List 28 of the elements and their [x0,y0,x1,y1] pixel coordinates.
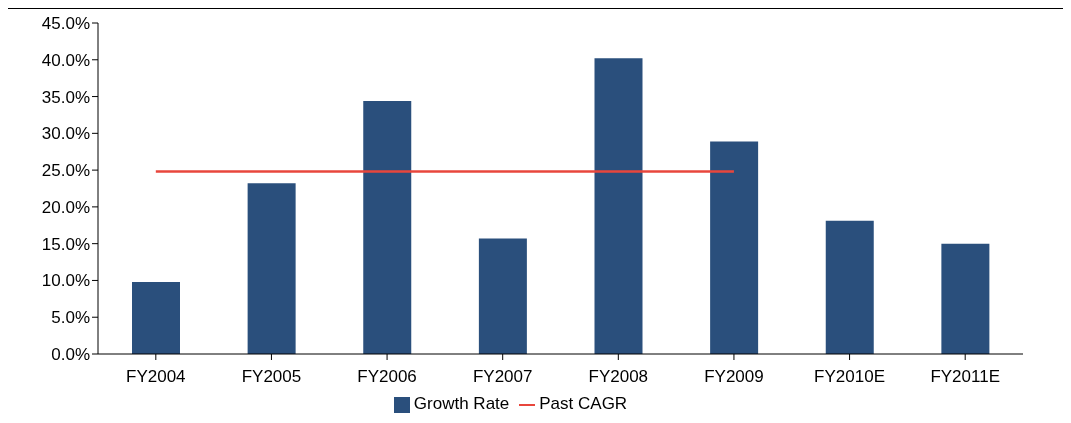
bar [363,100,412,354]
bar [941,243,990,354]
x-tick-label: FY2005 [241,367,302,387]
legend-label: Past CAGR [539,394,628,413]
bar [825,220,874,354]
y-tick-label: 45.0% [41,14,90,34]
x-tick-label: FY2008 [588,367,649,387]
y-tick-label: 40.0% [41,50,90,70]
bar [594,58,643,354]
x-tick-label: FY2004 [126,367,186,387]
y-tick-label: 20.0% [41,197,90,217]
x-tick-label: FY2006 [357,367,417,387]
y-tick-label: 15.0% [41,234,90,254]
x-tick-label: FY2007 [472,367,533,387]
x-tick-label: FY2009 [704,367,764,387]
bar [132,281,180,354]
legend-label: Growth Rate [413,394,510,413]
bar [247,183,296,354]
y-tick-label: 25.0% [41,161,90,181]
bar [478,238,527,354]
y-tick-label: 5.0% [51,308,90,328]
x-tick-label: FY2011E [930,367,1000,387]
y-tick-label: 30.0% [41,124,90,144]
bar [710,141,759,354]
y-tick-label: 10.0% [41,271,90,291]
x-tick-label: FY2010E [814,367,886,387]
y-tick-label: 35.0% [41,87,90,107]
y-tick-label: 0.0% [51,345,90,365]
